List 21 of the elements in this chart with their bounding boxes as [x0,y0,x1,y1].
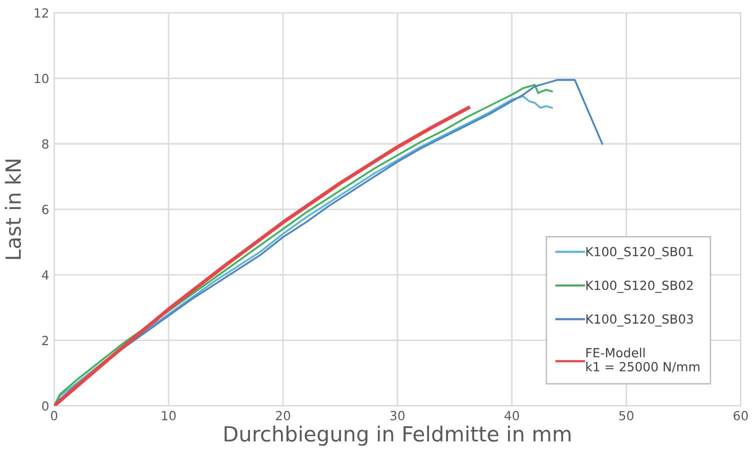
x-tick-label: 40 [504,410,519,420]
y-tick-label: 8 [42,139,48,149]
x-tick-label: 20 [276,410,290,420]
legend-label: K100_S120_SB03 [586,314,693,327]
x-tick-label: 0 [50,410,58,420]
y-tick-label: 2 [42,336,48,346]
y-tick-label: 6 [42,204,48,214]
x-tick-label: 10 [162,410,176,420]
x-axis-title: Durchbiegung in Feldmitte in mm [224,426,570,446]
y-axis-title: Last in kN [4,160,22,259]
y-tick-label: 12 [34,8,48,18]
line-series [54,106,470,406]
x-tick-label: 60 [734,410,748,420]
legend-label: K100_S120_SB01 [586,246,693,260]
y-tick-label: 0 [42,401,48,411]
x-tick-label: 50 [619,410,634,420]
y-tick-label: 10 [34,74,48,84]
y-tick-label: 4 [42,270,49,280]
x-tick-label: 30 [390,410,405,420]
legend-label: K100_S120_SB02 [586,280,693,293]
legend-label: FE-Modell k1 = 25000 N/mm [586,348,700,372]
